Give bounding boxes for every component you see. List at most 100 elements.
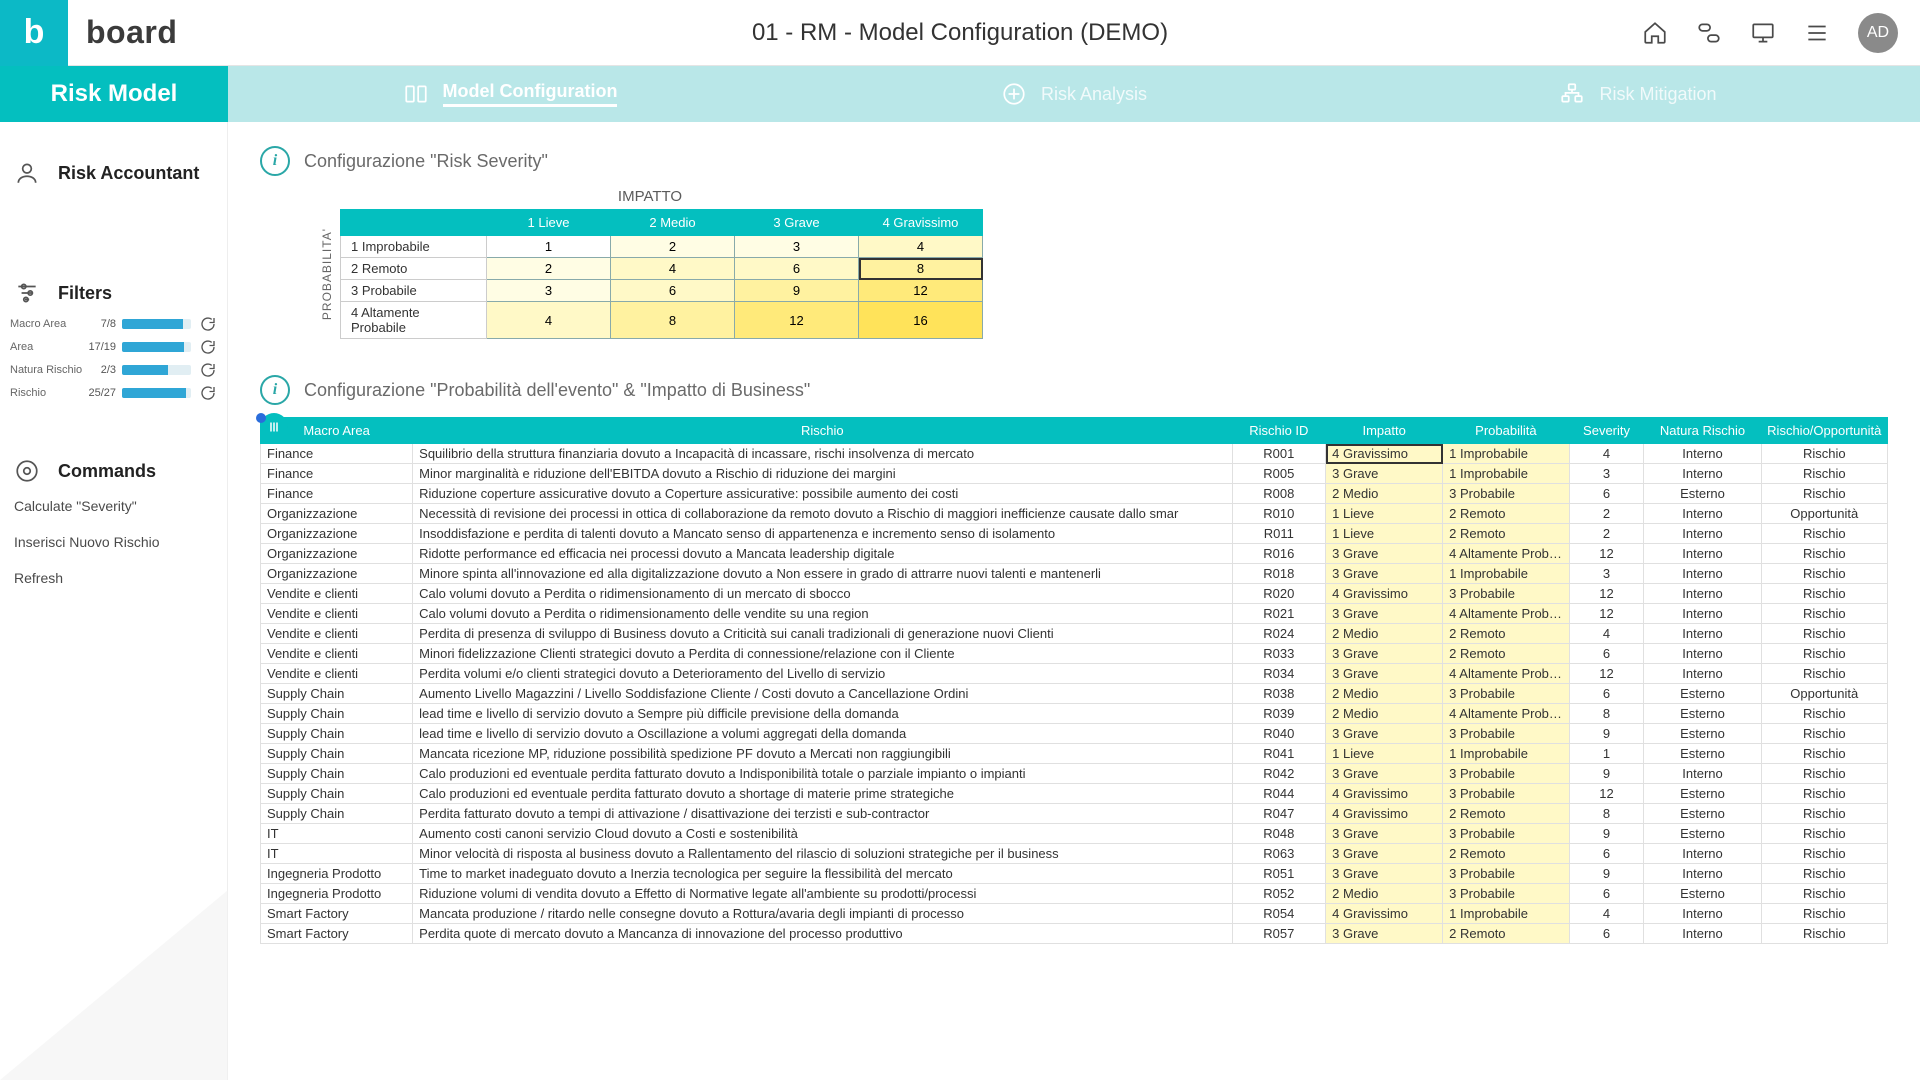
table-cell[interactable]: 3 Grave [1326,564,1443,584]
table-cell[interactable]: 3 Grave [1326,844,1443,864]
table-cell[interactable]: 2 [1569,504,1644,524]
table-cell[interactable]: 3 Probabile [1443,684,1569,704]
table-cell[interactable]: 3 Probabile [1443,724,1569,744]
tab-risk-mitigation[interactable]: Risk Mitigation [1356,81,1920,107]
table-cell[interactable]: 3 Probabile [1443,824,1569,844]
table-cell[interactable]: R048 [1232,824,1326,844]
table-row[interactable]: Ingegneria ProdottoRiduzione volumi di v… [261,884,1888,904]
risks-col-header[interactable]: Rischio [413,418,1232,444]
risks-table[interactable]: Macro AreaRischioRischio IDImpattoProbab… [260,417,1888,944]
table-cell[interactable]: Esterno [1644,724,1761,744]
table-cell[interactable]: R047 [1232,804,1326,824]
table-cell[interactable]: 4 Gravissimo [1326,584,1443,604]
table-row[interactable]: Vendite e clientiCalo volumi dovuto a Pe… [261,584,1888,604]
severity-cell[interactable]: 8 [859,258,983,280]
risks-col-header[interactable]: Natura Rischio [1644,418,1761,444]
command-item[interactable]: Inserisci Nuovo Rischio [14,524,213,560]
severity-cell[interactable]: 4 [859,236,983,258]
table-cell[interactable]: Supply Chain [261,804,413,824]
table-cell[interactable]: Mancata produzione / ritardo nelle conse… [413,904,1232,924]
table-cell[interactable]: Rischio [1761,704,1887,724]
table-cell[interactable]: Interno [1644,664,1761,684]
table-row[interactable]: Smart FactoryMancata produzione / ritard… [261,904,1888,924]
table-cell[interactable]: 3 Grave [1326,824,1443,844]
refresh-icon[interactable] [199,361,217,379]
table-row[interactable]: OrganizzazioneMinore spinta all'innovazi… [261,564,1888,584]
table-cell[interactable]: R011 [1232,524,1326,544]
table-cell[interactable]: 4 Altamente Probabil [1443,664,1569,684]
table-cell[interactable]: Organizzazione [261,524,413,544]
risks-col-header[interactable]: Probabilità [1443,418,1569,444]
table-cell[interactable]: lead time e livello di servizio dovuto a… [413,724,1232,744]
table-cell[interactable]: 2 Remoto [1443,624,1569,644]
severity-cell[interactable]: 16 [859,302,983,339]
table-cell[interactable]: Smart Factory [261,924,413,944]
table-cell[interactable]: 3 Probabile [1443,484,1569,504]
table-row[interactable]: OrganizzazioneNecessità di revisione dei… [261,504,1888,524]
table-cell[interactable]: Finance [261,484,413,504]
table-cell[interactable]: 9 [1569,724,1644,744]
table-cell[interactable]: Aumento costi canoni servizio Cloud dovu… [413,824,1232,844]
table-cell[interactable]: Esterno [1644,704,1761,724]
table-cell[interactable]: 3 Probabile [1443,884,1569,904]
table-row[interactable]: Supply ChainAumento Livello Magazzini / … [261,684,1888,704]
table-cell[interactable]: Calo volumi dovuto a Perdita o ridimensi… [413,584,1232,604]
table-row[interactable]: ITAumento costi canoni servizio Cloud do… [261,824,1888,844]
table-cell[interactable]: R033 [1232,644,1326,664]
table-row[interactable]: OrganizzazioneInsoddisfazione e perdita … [261,524,1888,544]
table-cell[interactable]: Rischio [1761,724,1887,744]
table-cell[interactable]: 6 [1569,644,1644,664]
filter-row[interactable]: Natura Rischio2/3 [10,361,217,379]
table-cell[interactable]: Finance [261,444,413,464]
table-cell[interactable]: Interno [1644,584,1761,604]
table-cell[interactable]: Rischio [1761,604,1887,624]
table-cell[interactable]: 4 Gravissimo [1326,444,1443,464]
table-cell[interactable]: R039 [1232,704,1326,724]
filter-row[interactable]: Rischio25/27 [10,384,217,402]
table-cell[interactable]: 3 Probabile [1443,864,1569,884]
table-cell[interactable]: 2 [1569,524,1644,544]
severity-cell[interactable]: 6 [735,258,859,280]
table-row[interactable]: ITMinor velocità di risposta al business… [261,844,1888,864]
table-cell[interactable]: 9 [1569,864,1644,884]
table-cell[interactable]: Esterno [1644,684,1761,704]
table-cell[interactable]: 3 Grave [1326,664,1443,684]
table-cell[interactable]: Ridotte performance ed efficacia nei pro… [413,544,1232,564]
table-cell[interactable]: Interno [1644,444,1761,464]
table-cell[interactable]: 6 [1569,844,1644,864]
table-cell[interactable]: 1 Improbabile [1443,564,1569,584]
table-cell[interactable]: R021 [1232,604,1326,624]
tab-risk-analysis[interactable]: Risk Analysis [792,81,1356,107]
table-cell[interactable]: 9 [1569,764,1644,784]
table-cell[interactable]: 12 [1569,784,1644,804]
table-cell[interactable]: R016 [1232,544,1326,564]
table-cell[interactable]: 4 Gravissimo [1326,904,1443,924]
table-cell[interactable]: R042 [1232,764,1326,784]
table-cell[interactable]: Supply Chain [261,784,413,804]
severity-cell[interactable]: 4 [487,302,611,339]
severity-cell[interactable]: 4 [611,258,735,280]
table-cell[interactable]: 1 Improbabile [1443,904,1569,924]
table-cell[interactable]: Interno [1644,844,1761,864]
table-cell[interactable]: 2 Remoto [1443,644,1569,664]
table-cell[interactable]: 2 Medio [1326,704,1443,724]
risks-col-header[interactable]: Rischio ID [1232,418,1326,444]
table-cell[interactable]: Squilibrio della struttura finanziaria d… [413,444,1232,464]
table-cell[interactable]: 1 [1569,744,1644,764]
table-row[interactable]: Supply Chainlead time e livello di servi… [261,704,1888,724]
table-cell[interactable]: R001 [1232,444,1326,464]
table-cell[interactable]: Supply Chain [261,684,413,704]
table-cell[interactable]: 1 Improbabile [1443,744,1569,764]
table-cell[interactable]: 2 Medio [1326,484,1443,504]
table-cell[interactable]: 2 Remoto [1443,524,1569,544]
severity-cell[interactable]: 3 [735,236,859,258]
table-cell[interactable]: 4 [1569,624,1644,644]
table-cell[interactable]: Interno [1644,504,1761,524]
table-cell[interactable]: R034 [1232,664,1326,684]
table-cell[interactable]: R020 [1232,584,1326,604]
table-cell[interactable]: 6 [1569,924,1644,944]
home-icon[interactable] [1642,20,1668,46]
table-cell[interactable]: 2 Remoto [1443,804,1569,824]
menu-icon[interactable] [1804,20,1830,46]
table-row[interactable]: Vendite e clientiPerdita volumi e/o clie… [261,664,1888,684]
